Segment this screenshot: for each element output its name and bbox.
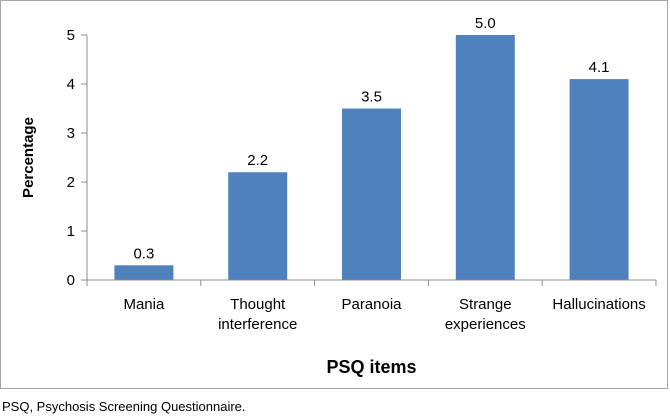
bar-value-label: 4.1: [589, 59, 610, 76]
y-axis-ticks: 0 1 2 3 4 5: [67, 27, 657, 289]
figure-frame: 0 1 2 3 4 5 0.3 2.2 3.5 5.0 4.1 Mania Thought inter…: [0, 0, 668, 389]
bar-value-label: 2.2: [247, 152, 268, 169]
y-axis-title: Percentage: [20, 117, 37, 198]
figure-caption: PSQ, Psychosis Screening Questionnaire.: [2, 399, 246, 414]
bar-chart: 0 1 2 3 4 5 0.3 2.2 3.5 5.0 4.1 Mania Thought inter…: [20, 15, 657, 377]
x-axis-title: PSQ items: [326, 357, 416, 377]
y-tick-label: 1: [67, 223, 75, 240]
bar: [342, 108, 401, 280]
bars: [114, 35, 629, 280]
bar-value-label: 0.3: [133, 245, 154, 262]
y-tick-label: 0: [67, 272, 75, 289]
x-category-label: Thought interference: [218, 296, 297, 333]
bar: [114, 265, 174, 280]
bar: [228, 172, 288, 280]
bar-value-label: 5.0: [475, 15, 496, 32]
category-labels: Mania Thought interference Paranoia Strange e…: [123, 296, 645, 333]
y-tick-label: 5: [67, 27, 75, 44]
x-category-label: Mania: [123, 296, 165, 313]
bar: [569, 79, 629, 280]
x-category-label: Hallucinations: [552, 296, 645, 313]
x-category-label: Paranoia: [341, 296, 402, 313]
y-tick-label: 4: [67, 76, 75, 93]
data-labels: 0.3 2.2 3.5 5.0 4.1: [133, 15, 609, 262]
bar: [455, 35, 515, 280]
y-tick-label: 3: [67, 125, 75, 142]
y-tick-label: 2: [67, 174, 75, 191]
bar-value-label: 3.5: [361, 89, 382, 106]
x-category-label: Strange experiences: [445, 296, 526, 333]
